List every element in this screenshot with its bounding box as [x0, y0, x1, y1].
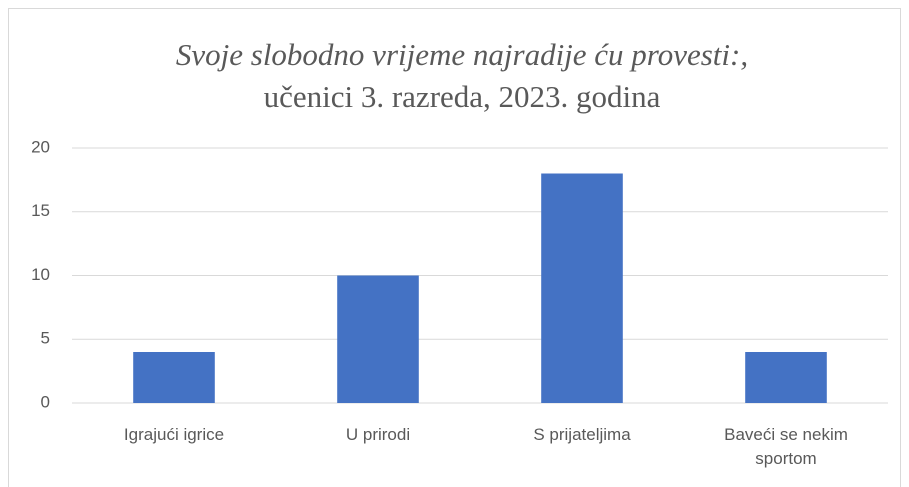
x-tick-label: S prijateljima: [533, 425, 631, 444]
chart-border: [8, 8, 901, 487]
bar: [133, 352, 215, 403]
x-tick-label: U prirodi: [345, 425, 411, 444]
bar: [541, 173, 623, 403]
y-tick-label: 5: [41, 329, 50, 348]
chart-title: Svoje slobodno vrijeme najradije ću prov…: [176, 37, 748, 72]
x-tick-label: Baveći se nekim sportom: [724, 425, 848, 468]
bar: [337, 275, 419, 403]
chart-subtitle: učenici 3. razreda, 2023. godina: [264, 79, 661, 114]
y-tick-label: 20: [31, 137, 50, 156]
y-tick-label: 15: [31, 201, 50, 220]
y-tick-label: 0: [41, 392, 50, 411]
x-tick-label: Igrajući igrice: [123, 425, 225, 444]
y-tick-label: 10: [31, 265, 50, 284]
bar: [745, 352, 827, 403]
